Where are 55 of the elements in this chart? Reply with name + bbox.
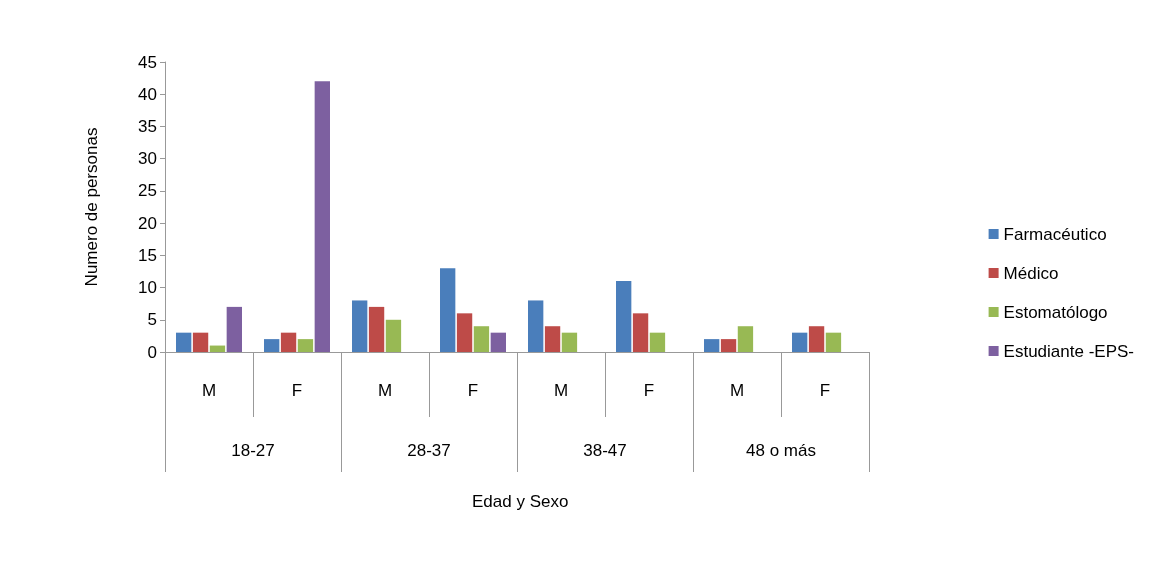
text: 38-47 <box>583 441 627 460</box>
bar <box>528 300 544 352</box>
bar <box>385 319 402 352</box>
bar <box>456 313 473 352</box>
bar <box>561 332 578 352</box>
bar <box>544 326 561 352</box>
text: 48 o más <box>746 441 816 460</box>
bar <box>280 332 297 352</box>
bar <box>704 339 720 352</box>
legend-label: Estomatólogo <box>1003 302 1108 322</box>
y-tick-label: 30 <box>138 149 157 169</box>
x-tick-label: F <box>291 381 303 400</box>
x-tick-label: M <box>201 381 217 400</box>
bar <box>473 326 490 352</box>
text: Edad y Sexo <box>472 492 569 511</box>
y-tick-label: 0 <box>147 342 157 362</box>
y-tick-label: 20 <box>138 213 157 233</box>
legend-label: Farmacéutico <box>1003 224 1107 244</box>
x-tick-label: M <box>553 381 569 400</box>
x-tick-label: F <box>819 381 831 400</box>
y-tick-label: 40 <box>138 84 157 104</box>
bar <box>297 339 314 352</box>
x-tick-label: F <box>643 381 655 400</box>
bar <box>226 306 242 352</box>
legend-label: Médico <box>1003 263 1059 283</box>
bar <box>616 281 632 352</box>
bar <box>825 332 842 352</box>
y-tick-label: 45 <box>138 52 157 72</box>
y-tick-label: 15 <box>138 245 157 265</box>
y-axis-title: Numero de personas <box>82 127 101 287</box>
bar <box>490 332 506 352</box>
bar <box>314 81 330 352</box>
y-tick-label: 35 <box>138 116 157 136</box>
bar <box>209 345 226 352</box>
x-tick-label: M <box>377 381 393 400</box>
bar <box>649 332 666 352</box>
bar <box>176 332 192 352</box>
bar <box>720 339 737 352</box>
bar <box>808 326 825 352</box>
bar <box>352 300 368 352</box>
x-tick-label: M <box>729 381 745 400</box>
text: 28-37 <box>407 441 451 460</box>
bar <box>440 268 456 352</box>
legend-label: Estudiante -EPS- <box>1003 341 1135 361</box>
bar <box>632 313 649 352</box>
y-tick-label: 10 <box>138 278 157 298</box>
bar <box>368 306 385 352</box>
text: 18-27 <box>231 441 275 460</box>
bar <box>264 339 280 352</box>
x-tick-label: F <box>467 381 479 400</box>
y-tick-label: 25 <box>138 181 157 201</box>
y-tick-label: 5 <box>147 310 157 330</box>
bar <box>192 332 209 352</box>
bar <box>792 332 808 352</box>
bar <box>737 326 754 352</box>
